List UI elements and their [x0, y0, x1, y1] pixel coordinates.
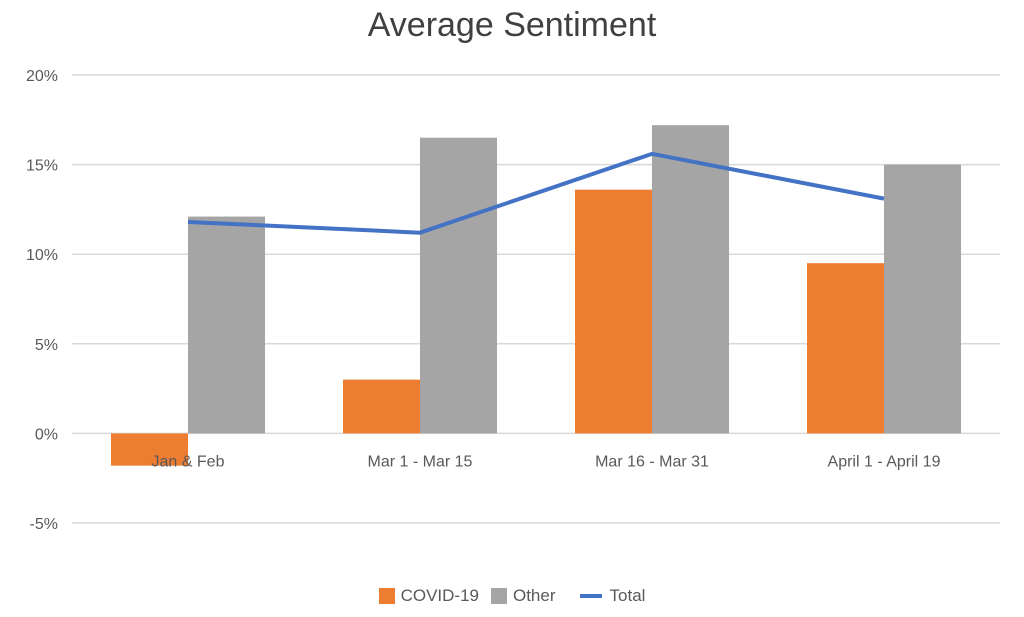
bar-covid	[111, 433, 188, 466]
bar-other	[884, 164, 961, 434]
legend-label-covid: COVID-19	[400, 586, 479, 605]
chart-title: Average Sentiment	[367, 6, 657, 44]
bar-covid	[807, 263, 884, 434]
legend-swatch-total	[579, 594, 602, 598]
y-tick-label: 20%	[26, 68, 58, 85]
bar-other	[652, 125, 729, 434]
legend-item-total: Total	[579, 586, 646, 606]
legend-label-other: Other	[512, 586, 556, 605]
legend-item-covid: COVID-19	[378, 586, 479, 606]
x-tick-label: April 1 - April 19	[828, 453, 941, 470]
y-axis-ticks: 20% 15% 10% 5% 0% -5%	[26, 68, 58, 533]
legend: COVID-19 Other Total	[0, 586, 1024, 606]
legend-item-other: Other	[490, 586, 556, 606]
y-tick-label: 10%	[26, 247, 58, 264]
bar-covid	[575, 189, 652, 434]
legend-label-total: Total	[609, 586, 646, 605]
total-line	[187, 151, 885, 235]
bar-other	[420, 137, 497, 434]
total-line-layer	[187, 151, 885, 235]
bars	[111, 125, 961, 466]
legend-swatch-other	[490, 588, 507, 604]
bar-other	[188, 216, 265, 434]
x-tick-label: Jan & Feb	[152, 453, 225, 470]
y-tick-label: -5%	[30, 516, 58, 533]
legend-swatch-covid	[378, 588, 395, 604]
y-tick-label: 15%	[26, 158, 58, 175]
y-tick-label: 5%	[35, 337, 58, 354]
x-tick-label: Mar 1 - Mar 15	[368, 453, 473, 470]
bar-covid	[343, 379, 420, 434]
y-tick-label: 0%	[35, 426, 58, 443]
x-axis-ticks: Jan & Feb Mar 1 - Mar 15 Mar 16 - Mar 31 Ap…	[152, 453, 941, 470]
x-tick-label: Mar 16 - Mar 31	[595, 453, 709, 470]
